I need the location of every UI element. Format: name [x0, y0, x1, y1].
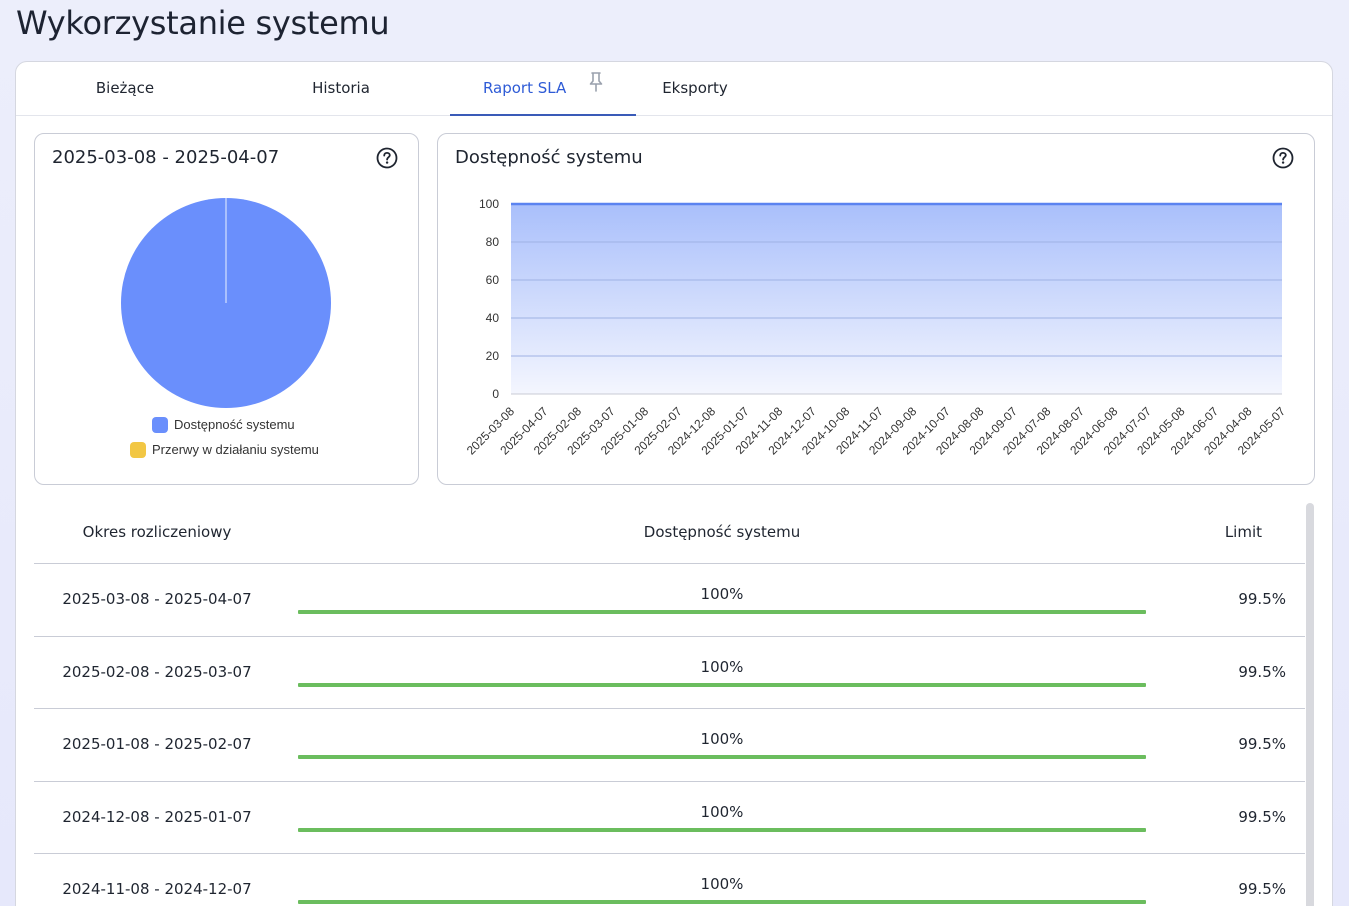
chart-panel-title: Dostępność systemu [455, 147, 643, 168]
help-icon[interactable] [1272, 147, 1294, 169]
cell-period: 2024-12-08 - 2025-01-07 [62, 808, 252, 826]
pin-icon[interactable] [589, 61, 603, 113]
cell-limit: 99.5% [1238, 590, 1286, 608]
cell-period: 2025-03-08 - 2025-04-07 [62, 590, 252, 608]
tab-usage-history[interactable]: Historia wykorzystania [287, 79, 394, 149]
legend-swatch-outages [130, 442, 146, 458]
tab-bar: Bieżące wykorzystanie Historia wykorzyst… [16, 62, 1332, 149]
row-divider [34, 781, 1305, 782]
tab-sla-report-label: Raport SLA [482, 79, 567, 97]
area-chart: 0204060801002025-03-082025-04-072025-02-… [464, 197, 1289, 458]
cell-availability: 100% [700, 585, 744, 603]
y-tick-label: 100 [479, 197, 499, 211]
row-divider [34, 563, 1305, 564]
y-tick-label: 0 [492, 387, 499, 401]
tab-exports[interactable]: Eksporty [662, 79, 728, 97]
cell-limit: 99.5% [1238, 808, 1286, 826]
row-divider [34, 708, 1305, 709]
help-icon[interactable] [376, 147, 398, 169]
availability-progress-bar [298, 900, 1146, 904]
pie-panel: 2025-03-08 - 2025-04-07 Dostępność syste… [34, 133, 419, 485]
cell-limit: 99.5% [1238, 663, 1286, 681]
availability-progress-bar [298, 755, 1146, 759]
cell-limit: 99.5% [1238, 735, 1286, 753]
y-tick-label: 60 [486, 273, 500, 287]
y-tick-label: 20 [486, 349, 500, 363]
row-divider [34, 636, 1305, 637]
legend-label-availability: Dostępność systemu [174, 417, 295, 432]
col-header-availability: Dostępność systemu [643, 523, 801, 541]
tab-current-usage[interactable]: Bieżące wykorzystanie [71, 79, 178, 149]
availability-progress-bar [298, 683, 1146, 687]
y-tick-label: 40 [486, 311, 500, 325]
pie-chart [121, 198, 331, 408]
cell-availability: 100% [700, 875, 744, 893]
pie-panel-title: 2025-03-08 - 2025-04-07 [52, 147, 280, 168]
col-header-period: Okres rozliczeniowy [82, 523, 232, 541]
legend-swatch-availability [152, 417, 168, 433]
cell-availability: 100% [700, 803, 744, 821]
cell-period: 2024-11-08 - 2024-12-07 [62, 880, 252, 898]
cell-period: 2025-02-08 - 2025-03-07 [62, 663, 252, 681]
tab-sla-report[interactable]: Raport SLA [450, 62, 636, 116]
col-header-limit: Limit [1224, 523, 1262, 541]
row-divider [34, 853, 1305, 854]
area-fill [511, 204, 1282, 394]
availability-chart-panel: Dostępność systemu 0 20 40 60 80 100 2025-03-0… [437, 133, 1315, 485]
table-scrollbar[interactable] [1306, 503, 1314, 906]
y-tick-label: 80 [486, 235, 500, 249]
cell-limit: 99.5% [1238, 880, 1286, 898]
legend-label-outages: Przerwy w działaniu systemu [152, 442, 319, 457]
availability-progress-bar [298, 828, 1146, 832]
availability-progress-bar [298, 610, 1146, 614]
cell-availability: 100% [700, 658, 744, 676]
page-title: Wykorzystanie systemu [16, 4, 390, 42]
cell-period: 2025-01-08 - 2025-02-07 [62, 735, 252, 753]
main-card: Bieżące wykorzystanie Historia wykorzyst… [15, 61, 1333, 906]
cell-availability: 100% [700, 730, 744, 748]
